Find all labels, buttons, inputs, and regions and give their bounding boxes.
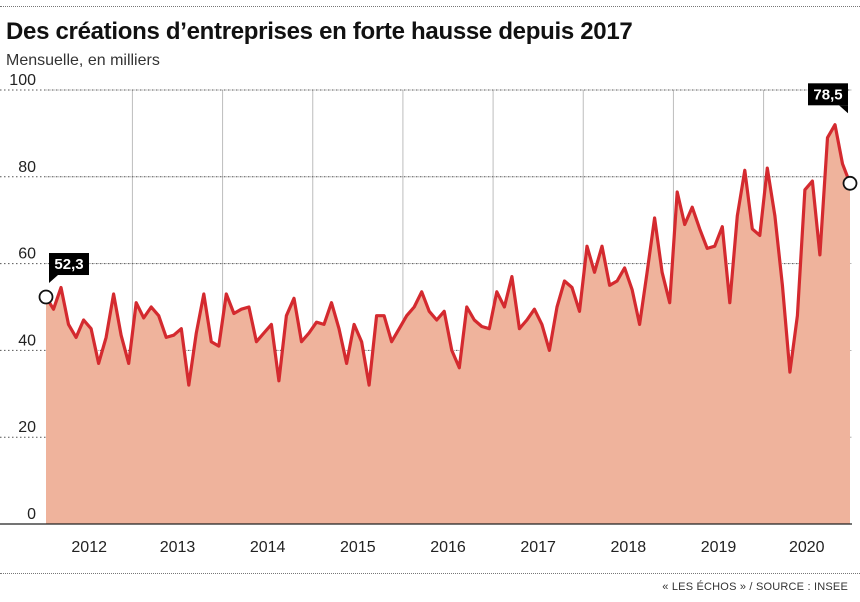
y-tick-label-60: 60 [18, 246, 36, 263]
y-tick-label-20: 20 [18, 419, 36, 436]
bottom-rule [0, 573, 860, 574]
top-rule [0, 6, 860, 7]
x-tick-label-2015: 2015 [340, 539, 376, 556]
x-tick-label-2016: 2016 [430, 539, 466, 556]
annotation-label-0: 52,3 [54, 256, 83, 273]
source-credit: « LES ÉCHOS » / SOURCE : INSEE [662, 581, 848, 593]
y-tick-label-40: 40 [18, 332, 36, 349]
x-tick-label-2017: 2017 [520, 539, 556, 556]
area-fill [46, 124, 850, 524]
annotation-box-1 [808, 83, 848, 106]
x-tick-label-2013: 2013 [160, 539, 196, 556]
annotation-box-0 [49, 253, 89, 276]
series-line [44, 123, 852, 387]
area-layer [44, 123, 852, 524]
chart-subtitle: Mensuelle, en milliers [6, 52, 160, 69]
x-tick-label-2018: 2018 [611, 539, 647, 556]
annotation-marker-1 [842, 175, 858, 191]
x-tick-label-2019: 2019 [701, 539, 737, 556]
annotation-marker-0 [38, 289, 54, 305]
y-tick-label-0: 0 [27, 506, 36, 523]
annotation-pointer-1 [839, 105, 848, 114]
label-layer: 52,3 78,5 [38, 83, 858, 305]
x-tick-label-2012: 2012 [71, 539, 107, 556]
annotation-label-1: 78,5 [813, 86, 842, 103]
x-tick-label-2014: 2014 [250, 539, 286, 556]
area-chart: 0 20 40 60 80 100 2012 2013 2014 2015 2016 2017 2018… [0, 72, 858, 556]
annotation-pointer-0 [49, 275, 58, 284]
chart-title: Des créations d’entreprises en forte hau… [6, 18, 633, 45]
y-tick-label-80: 80 [18, 159, 36, 176]
x-tick-label-2020: 2020 [789, 539, 825, 556]
axis-layer: 0 20 40 60 80 100 2012 2013 2014 2015 2016 2017 2018… [0, 72, 852, 556]
y-tick-label-100: 100 [9, 72, 36, 89]
